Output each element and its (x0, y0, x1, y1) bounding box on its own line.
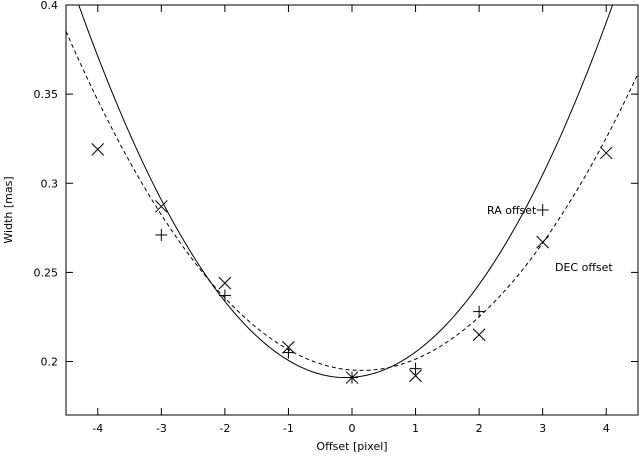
x-axis-label: Offset [pixel] (316, 440, 387, 453)
series-label-dec: DEC offset (555, 261, 613, 274)
y-tick-label: 0.25 (34, 266, 59, 279)
tick-labels: -4 -3 -2 -1 0 1 2 3 4 0.2 0.25 0.3 0.35 0.4 (34, 0, 610, 435)
x-tick-label: 0 (349, 422, 356, 435)
cross-marker (409, 369, 422, 383)
marker-stroke (91, 143, 105, 156)
y-tick-label: 0.3 (41, 177, 59, 190)
y-tick-label: 0.35 (34, 88, 59, 101)
x-tick-label: 4 (603, 422, 610, 435)
plus-marker (409, 362, 422, 375)
marker-stroke (536, 235, 550, 249)
x-tick-label: -2 (219, 422, 230, 435)
x-tick-label: -3 (156, 422, 167, 435)
fit-curves (66, 5, 638, 379)
fit-curve-ra (78, 5, 614, 379)
cross-marker (282, 340, 295, 354)
x-tick-label: 2 (476, 422, 483, 435)
plus-marker (218, 289, 231, 302)
marker-stroke (345, 371, 359, 384)
plus-marker (155, 228, 168, 241)
marker-stroke (409, 369, 422, 383)
cross-marker (472, 328, 486, 342)
data-markers (91, 143, 613, 384)
axis-ticks (66, 4, 638, 415)
marker-stroke (472, 328, 486, 342)
cross-marker (154, 200, 168, 213)
x-tick-label: -1 (283, 422, 294, 435)
plot-frame (65, 4, 639, 416)
plus-marker (473, 305, 486, 318)
plus-marker (536, 204, 549, 216)
cross-marker (91, 143, 105, 156)
series-label-ra: RA offset (487, 204, 537, 217)
x-tick-label: 1 (412, 422, 419, 435)
marker-stroke (282, 340, 295, 354)
marker-stroke (218, 276, 232, 290)
y-axis-label: Width [mas] (2, 176, 15, 243)
cross-marker (536, 235, 550, 249)
marker-stroke (599, 146, 613, 160)
x-tick-label: -4 (92, 422, 103, 435)
marker-stroke (154, 200, 168, 213)
cross-marker (218, 276, 232, 290)
cross-marker (345, 371, 359, 384)
y-tick-label: 0.2 (41, 356, 59, 369)
cross-marker (599, 146, 613, 160)
plus-marker (282, 346, 295, 359)
y-tick-label: 0.4 (41, 0, 59, 12)
fit-curve-dec (66, 31, 638, 371)
x-tick-label: 3 (539, 422, 546, 435)
